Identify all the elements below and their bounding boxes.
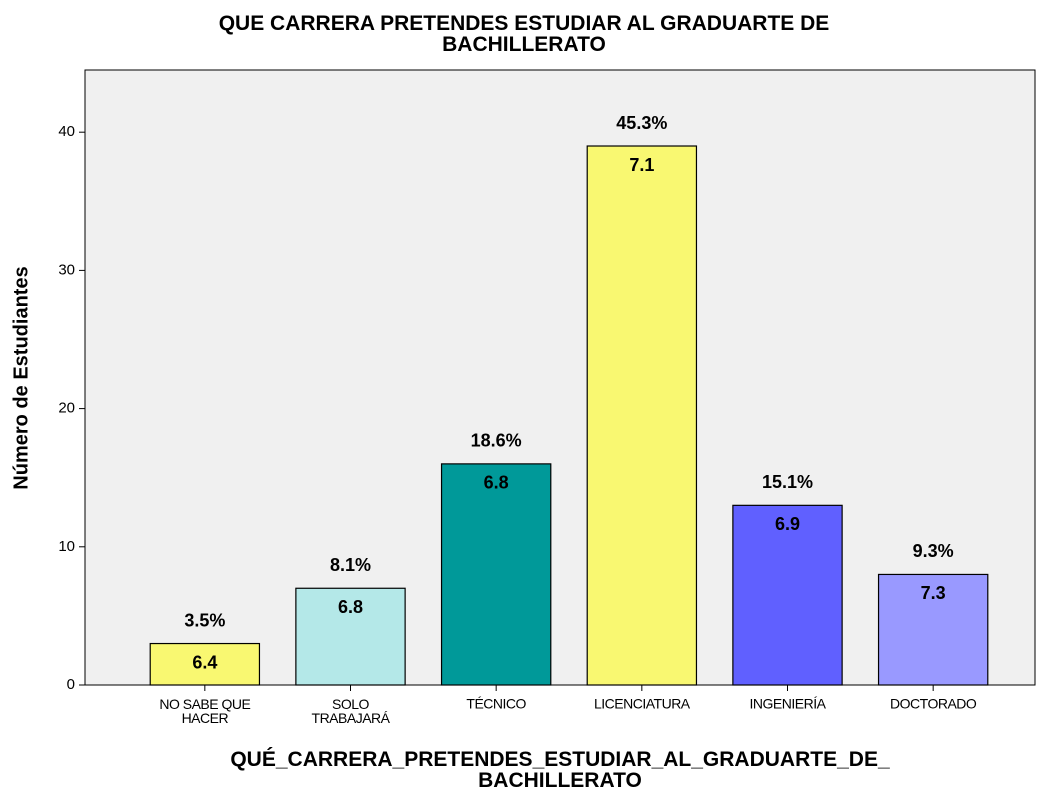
y-tick-label: 10 [58,538,75,555]
y-tick-label: 20 [58,400,75,417]
inner-label: 6.9 [775,514,800,534]
percent-label: 18.6% [471,431,522,451]
x-tick-label: NO SABE QUE HACER [159,696,250,726]
bar [440,463,552,686]
x-tick-label: LICENCIATURA [594,696,691,712]
inner-label: 6.4 [192,652,217,672]
plot-area [84,69,1036,686]
y-axis-label: Número de Estudiantes [10,266,32,489]
percent-label: 8.1% [330,555,371,575]
percent-label: 9.3% [913,541,954,561]
x-tick-label: TÉCNICO [466,696,526,712]
inner-label: 6.8 [338,597,363,617]
inner-label: 6.8 [484,473,509,493]
inner-label: 7.3 [921,583,946,603]
percent-label: 45.3% [616,113,667,133]
bar [732,504,843,686]
x-axis-label: QUÉ_CARRERA_PRETENDES_ESTUDIAR_AL_GRADUA… [230,748,890,792]
y-tick-label: 30 [58,261,75,278]
bar [586,145,698,686]
percent-label: 3.5% [184,610,225,630]
x-tick-label: INGENIERÍA [750,696,827,712]
x-tick-label: DOCTORADO [890,696,977,712]
y-tick-label: 0 [67,676,75,693]
y-tick-label: 40 [58,123,75,140]
bar [877,573,989,686]
bar [149,642,261,686]
inner-label: 7.1 [629,155,654,175]
bar [295,587,406,686]
x-tick-label: SOLO TRABAJARÁ [312,696,391,726]
chart-title: QUE CARRERA PRETENDES ESTUDIAR AL GRADUA… [219,12,830,56]
percent-label: 15.1% [762,472,813,492]
